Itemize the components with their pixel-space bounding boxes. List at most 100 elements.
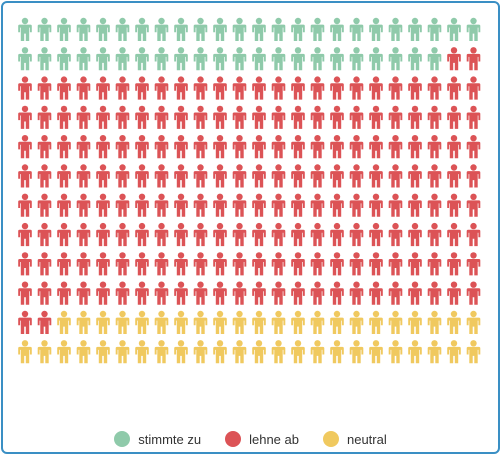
person-icon [330,310,344,334]
person-icon [193,76,208,100]
person-icon [213,310,227,334]
person-icon [252,310,266,334]
person-icon [408,17,422,41]
person-icon [252,135,266,159]
person-icon [466,252,481,276]
person-icon [154,252,169,276]
person-icon [310,281,325,305]
person-icon [115,17,130,41]
person-icon [37,105,52,129]
person-icon [154,281,169,305]
person-icon [408,340,422,364]
person-icon [291,76,305,100]
person-icon [271,193,286,217]
person-icon [213,281,227,305]
legend-item-neutral[interactable]: neutral [322,431,387,447]
person-icon [252,222,266,247]
legend-item-reject[interactable]: lehne ab [225,431,299,447]
person-icon [18,252,32,276]
person-icon [115,252,130,276]
person-icon [135,135,149,159]
person-icon [388,164,403,188]
person-icon [232,105,247,129]
person-icon [271,310,286,334]
person-icon [252,281,266,305]
person-icon [271,47,286,71]
person-icon [213,193,227,217]
person-icon [57,310,71,334]
person-icon [96,76,110,100]
person-icon [252,76,266,100]
person-icon [96,340,110,364]
person-icon [37,193,52,217]
person-icon [76,193,91,217]
legend-swatch-neutral [322,431,339,447]
person-icon [369,164,383,188]
person-icon [447,105,461,129]
person-icon [174,76,188,100]
person-icon [76,105,91,129]
person-icon [57,281,71,305]
person-icon [154,164,169,188]
person-icon [349,193,364,217]
person-icon [388,340,403,364]
legend-item-agree[interactable]: stimmte zu [114,431,201,447]
person-icon [330,281,344,305]
person-icon [154,47,169,71]
person-icon [252,105,266,129]
person-icon [115,340,130,364]
person-icon [349,222,364,247]
person-icon [115,222,130,247]
person-icon [408,164,422,188]
person-icon [96,47,110,71]
person-icon [291,17,305,41]
person-icon [135,193,149,217]
person-icon [174,193,188,217]
person-icon [18,222,32,247]
person-icon [291,47,305,71]
legend-label-reject: lehne ab [249,431,299,447]
person-icon [271,135,286,159]
person-icon [193,281,208,305]
person-icon [193,310,208,334]
person-icon [310,76,325,100]
person-icon [330,76,344,100]
person-icon [154,310,169,334]
person-icon [18,193,32,217]
person-icon [271,164,286,188]
person-icon [447,135,461,159]
person-icon [115,281,130,305]
person-icon [57,47,71,71]
person-icon [96,281,110,305]
person-icon [174,252,188,276]
person-icon [252,340,266,364]
person-icon [330,105,344,129]
person-icon [388,193,403,217]
person-icon [174,340,188,364]
person-icon [18,47,32,71]
person-icon [271,17,286,41]
person-icon [291,222,305,247]
person-icon [232,340,247,364]
person-icon [174,310,188,334]
person-icon [349,47,364,71]
person-icon [447,281,461,305]
person-icon [96,135,110,159]
person-icon [154,135,169,159]
person-icon [310,47,325,71]
person-icon [232,76,247,100]
person-icon [174,281,188,305]
person-icon [96,222,110,247]
person-icon [193,252,208,276]
person-icon [291,164,305,188]
person-icon [76,76,91,100]
person-icon [135,281,149,305]
person-icon [37,310,52,334]
person-icon [427,281,442,305]
person-icon [291,340,305,364]
person-icon [115,76,130,100]
person-icon [213,340,227,364]
person-icon [252,193,266,217]
person-icon [447,47,461,71]
person-icon [447,310,461,334]
